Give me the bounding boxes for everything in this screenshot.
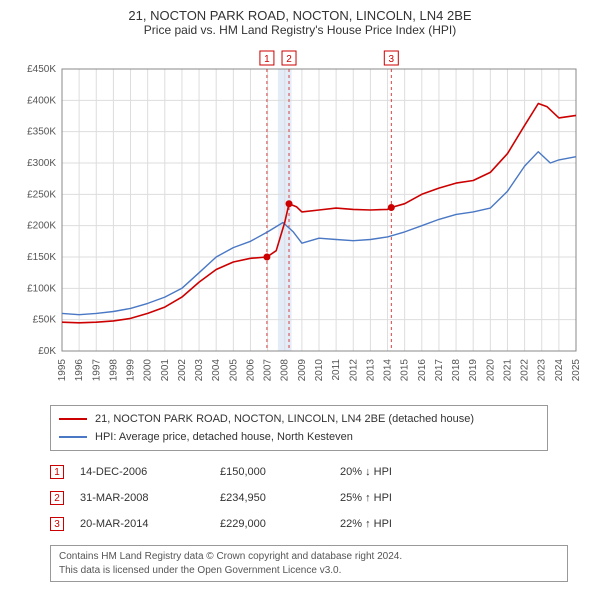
- legend-label: 21, NOCTON PARK ROAD, NOCTON, LINCOLN, L…: [95, 413, 474, 425]
- y-tick-label: £50K: [33, 315, 57, 326]
- event-row: 1 14-DEC-2006£150,00020% ↓ HPI: [50, 459, 550, 485]
- x-tick-label: 2005: [228, 359, 239, 382]
- event-point: [388, 204, 395, 211]
- y-tick-label: £450K: [27, 64, 56, 75]
- x-tick-label: 2025: [571, 359, 582, 382]
- chart-title-line2: Price paid vs. HM Land Registry's House …: [10, 23, 590, 37]
- x-tick-label: 2004: [211, 359, 222, 382]
- y-tick-label: £300K: [27, 158, 56, 169]
- x-tick-label: 2013: [365, 359, 376, 382]
- legend-row: 21, NOCTON PARK ROAD, NOCTON, LINCOLN, L…: [59, 410, 539, 428]
- events-table: 1 14-DEC-2006£150,00020% ↓ HPI 2 31-MAR-200…: [50, 459, 550, 537]
- event-delta: 20% ↓ HPI: [340, 466, 500, 478]
- attribution-line1: Contains HM Land Registry data © Crown c…: [59, 550, 559, 564]
- event-delta: 25% ↑ HPI: [340, 492, 500, 504]
- x-tick-label: 2003: [194, 359, 205, 382]
- event-marker: 2: [50, 491, 64, 505]
- legend-label: HPI: Average price, detached house, Nort…: [95, 431, 353, 443]
- x-tick-label: 2022: [520, 359, 531, 382]
- event-marker-num: 1: [264, 54, 270, 65]
- y-tick-label: £350K: [27, 127, 56, 138]
- legend: 21, NOCTON PARK ROAD, NOCTON, LINCOLN, L…: [50, 405, 548, 451]
- event-marker: 1: [50, 465, 64, 479]
- x-tick-label: 2014: [383, 359, 394, 382]
- event-point: [286, 200, 293, 207]
- x-tick-label: 2007: [263, 359, 274, 382]
- x-tick-label: 2021: [502, 359, 513, 382]
- event-delta: 22% ↑ HPI: [340, 518, 500, 530]
- y-tick-label: £200K: [27, 221, 56, 232]
- x-tick-label: 2008: [280, 359, 291, 382]
- event-date: 31-MAR-2008: [80, 492, 220, 504]
- event-date: 20-MAR-2014: [80, 518, 220, 530]
- event-marker-num: 3: [389, 54, 395, 65]
- y-tick-label: £0K: [38, 346, 56, 357]
- y-tick-label: £400K: [27, 95, 56, 106]
- x-tick-label: 2023: [537, 359, 548, 382]
- x-tick-label: 2010: [314, 359, 325, 382]
- x-tick-label: 2009: [297, 359, 308, 382]
- x-tick-label: 2012: [348, 359, 359, 382]
- event-price: £234,950: [220, 492, 340, 504]
- x-tick-label: 2024: [554, 359, 565, 382]
- event-marker-num: 2: [286, 54, 292, 65]
- chart-title-line1: 21, NOCTON PARK ROAD, NOCTON, LINCOLN, L…: [10, 8, 590, 23]
- x-tick-label: 2018: [451, 359, 462, 382]
- event-row: 2 31-MAR-2008£234,95025% ↑ HPI: [50, 485, 550, 511]
- x-tick-label: 2015: [400, 359, 411, 382]
- x-tick-label: 1997: [91, 359, 102, 382]
- x-tick-label: 2017: [434, 359, 445, 382]
- x-tick-label: 2019: [468, 359, 479, 382]
- chart-svg: £0K £50K £100K £150K £200K £250K £300K £350K £40…: [10, 45, 590, 395]
- x-tick-label: 2016: [417, 359, 428, 382]
- attribution-line2: This data is licensed under the Open Gov…: [59, 564, 559, 578]
- x-tick-label: 2002: [177, 359, 188, 382]
- x-tick-label: 2006: [245, 359, 256, 382]
- legend-swatch: [59, 436, 87, 438]
- event-date: 14-DEC-2006: [80, 466, 220, 478]
- y-tick-label: £250K: [27, 189, 56, 200]
- x-tick-label: 2001: [160, 359, 171, 382]
- y-tick-label: £150K: [27, 252, 56, 263]
- event-marker: 3: [50, 517, 64, 531]
- price-chart: £0K £50K £100K £150K £200K £250K £300K £350K £40…: [10, 45, 590, 395]
- x-tick-label: 2000: [143, 359, 154, 382]
- event-price: £229,000: [220, 518, 340, 530]
- event-price: £150,000: [220, 466, 340, 478]
- event-point: [263, 254, 270, 261]
- x-tick-label: 1998: [108, 359, 119, 382]
- attribution: Contains HM Land Registry data © Crown c…: [50, 545, 568, 582]
- event-row: 3 20-MAR-2014£229,00022% ↑ HPI: [50, 511, 550, 537]
- x-tick-label: 1999: [126, 359, 137, 382]
- x-tick-label: 1995: [57, 359, 68, 382]
- x-tick-label: 1996: [74, 359, 85, 382]
- legend-row: HPI: Average price, detached house, Nort…: [59, 428, 539, 446]
- x-tick-label: 2011: [331, 359, 342, 381]
- legend-swatch: [59, 418, 87, 420]
- x-tick-label: 2020: [485, 359, 496, 382]
- y-tick-label: £100K: [27, 283, 56, 294]
